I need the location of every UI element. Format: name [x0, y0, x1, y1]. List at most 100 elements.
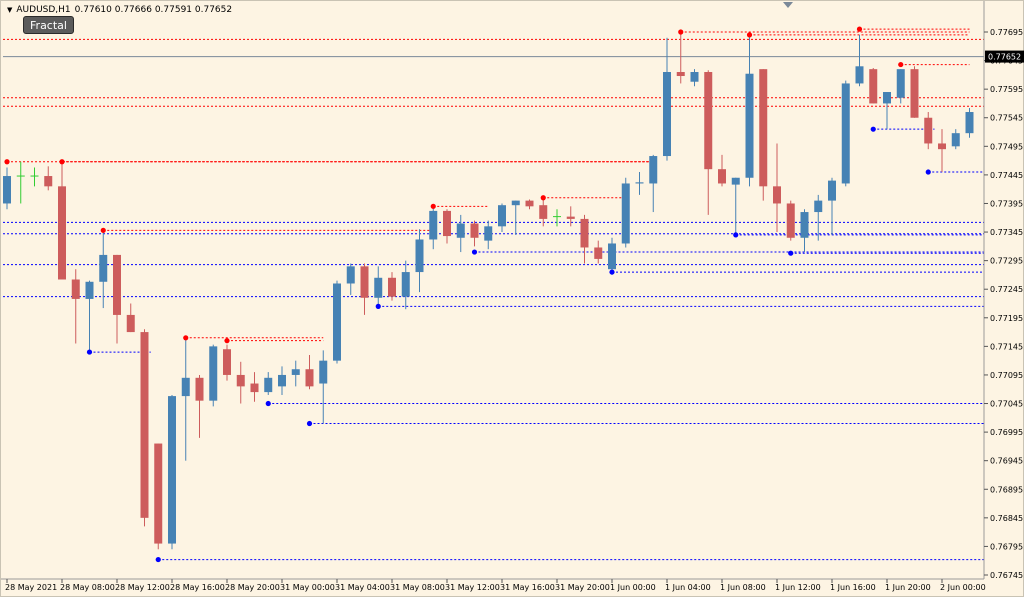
candle: [553, 209, 561, 227]
triangle-down-icon[interactable]: ▼: [7, 6, 13, 14]
candle: [910, 66, 919, 118]
candle-body: [374, 277, 383, 298]
candle: [965, 108, 974, 138]
price-axis[interactable]: 0.776950.776450.775950.775450.774950.774…: [983, 1, 1024, 580]
price-tick-label: 0.77295: [990, 257, 1023, 266]
candle-body: [910, 69, 919, 118]
candle-body: [938, 143, 946, 150]
candle-body: [346, 266, 355, 284]
fractal-down-icon: [155, 556, 161, 563]
time-tick-label: 31 May 12:00: [445, 583, 500, 592]
time-tick-label: 31 May 00:00: [280, 583, 335, 592]
candle: [346, 263, 355, 295]
time-tick-label: 28 May 08:00: [60, 583, 115, 592]
candle: [718, 154, 726, 187]
fractal-button[interactable]: Fractal: [23, 16, 74, 34]
time-tick-label: 31 May 08:00: [390, 583, 445, 592]
candle: [635, 172, 644, 195]
candle: [676, 32, 685, 84]
candle: [319, 350, 328, 424]
candle-body: [456, 223, 465, 238]
time-tick-label: 28 May 16:00: [170, 583, 225, 592]
candle: [470, 220, 479, 247]
candle: [44, 166, 53, 191]
fractal-down-icon: [265, 400, 271, 407]
fractal-down-icon: [306, 420, 313, 427]
candle: [608, 237, 616, 275]
candle: [401, 260, 410, 310]
candle: [223, 344, 231, 381]
candle: [786, 200, 795, 241]
candle-body: [236, 374, 245, 387]
candle: [511, 200, 520, 235]
candle: [855, 34, 864, 87]
candle: [443, 209, 451, 244]
price-tick-label: 0.76895: [990, 485, 1023, 494]
candle: [113, 254, 121, 344]
time-tick-label: 31 May 20:00: [555, 583, 610, 592]
price-tick-label: 0.77345: [990, 228, 1023, 237]
chart-header: ▼ AUDUSD,H1 0.77610 0.77666 0.77591 0.77…: [7, 5, 232, 15]
candle-body: [44, 176, 53, 187]
candle-body: [718, 169, 726, 184]
candle-body: [704, 72, 713, 170]
candle: [360, 263, 369, 315]
candle-body: [841, 83, 850, 184]
scroll-marker-icon[interactable]: [783, 2, 793, 8]
candle-body: [140, 332, 149, 518]
candle-body: [745, 73, 754, 178]
fractal-down-icon: [788, 250, 794, 256]
candle-body: [3, 176, 11, 204]
candle-body: [126, 314, 135, 333]
candle: [16, 161, 25, 204]
time-tick-label: 1 Jun 00:00: [610, 583, 656, 592]
candle: [305, 354, 314, 390]
candle: [525, 199, 534, 210]
candle-body: [896, 69, 905, 98]
candle-body: [195, 377, 204, 401]
candle-body: [649, 156, 658, 184]
candle: [388, 272, 396, 301]
candle: [704, 70, 713, 215]
candle-body: [525, 200, 534, 207]
current-price-tag: [985, 50, 1024, 63]
fractal-up-icon: [59, 159, 65, 165]
price-tick-label: 0.76945: [990, 457, 1023, 466]
price-tick-label: 0.77545: [990, 114, 1023, 123]
candle: [456, 214, 465, 253]
candle-body: [85, 281, 94, 299]
candle-body: [580, 218, 589, 248]
candle-body: [484, 226, 493, 241]
fractal-up-icon: [540, 195, 546, 201]
current-price-label: 0.77652: [988, 53, 1021, 62]
candle: [429, 206, 438, 250]
candle-body: [360, 266, 369, 298]
candle-body: [319, 360, 328, 384]
candle-body: [690, 72, 699, 82]
fractal-down-icon: [86, 349, 93, 355]
candle: [951, 129, 960, 150]
candle: [621, 177, 630, 248]
fractal-down-icon: [925, 169, 931, 175]
fractal-up-icon: [856, 26, 863, 32]
fractal-up-icon: [100, 227, 106, 233]
price-tick-label: 0.77195: [990, 314, 1023, 323]
fractal-down-icon: [609, 269, 615, 275]
candle: [168, 394, 176, 550]
candle: [126, 303, 135, 333]
price-tick-label: 0.77395: [990, 199, 1023, 208]
candle-body: [566, 216, 575, 219]
time-tick-label: 28 May 12:00: [115, 583, 170, 592]
candle-body: [608, 243, 616, 270]
candle-body: [209, 346, 218, 401]
candle-body: [388, 277, 396, 297]
candle-body: [594, 247, 603, 259]
candle: [566, 206, 575, 227]
time-axis[interactable]: 28 May 2021 28 May 08:00 28 May 12:00 28 Ma…: [1, 578, 986, 592]
candle: [291, 360, 300, 387]
candle-body: [786, 203, 795, 238]
candle-body: [855, 66, 864, 84]
candle: [731, 177, 740, 235]
